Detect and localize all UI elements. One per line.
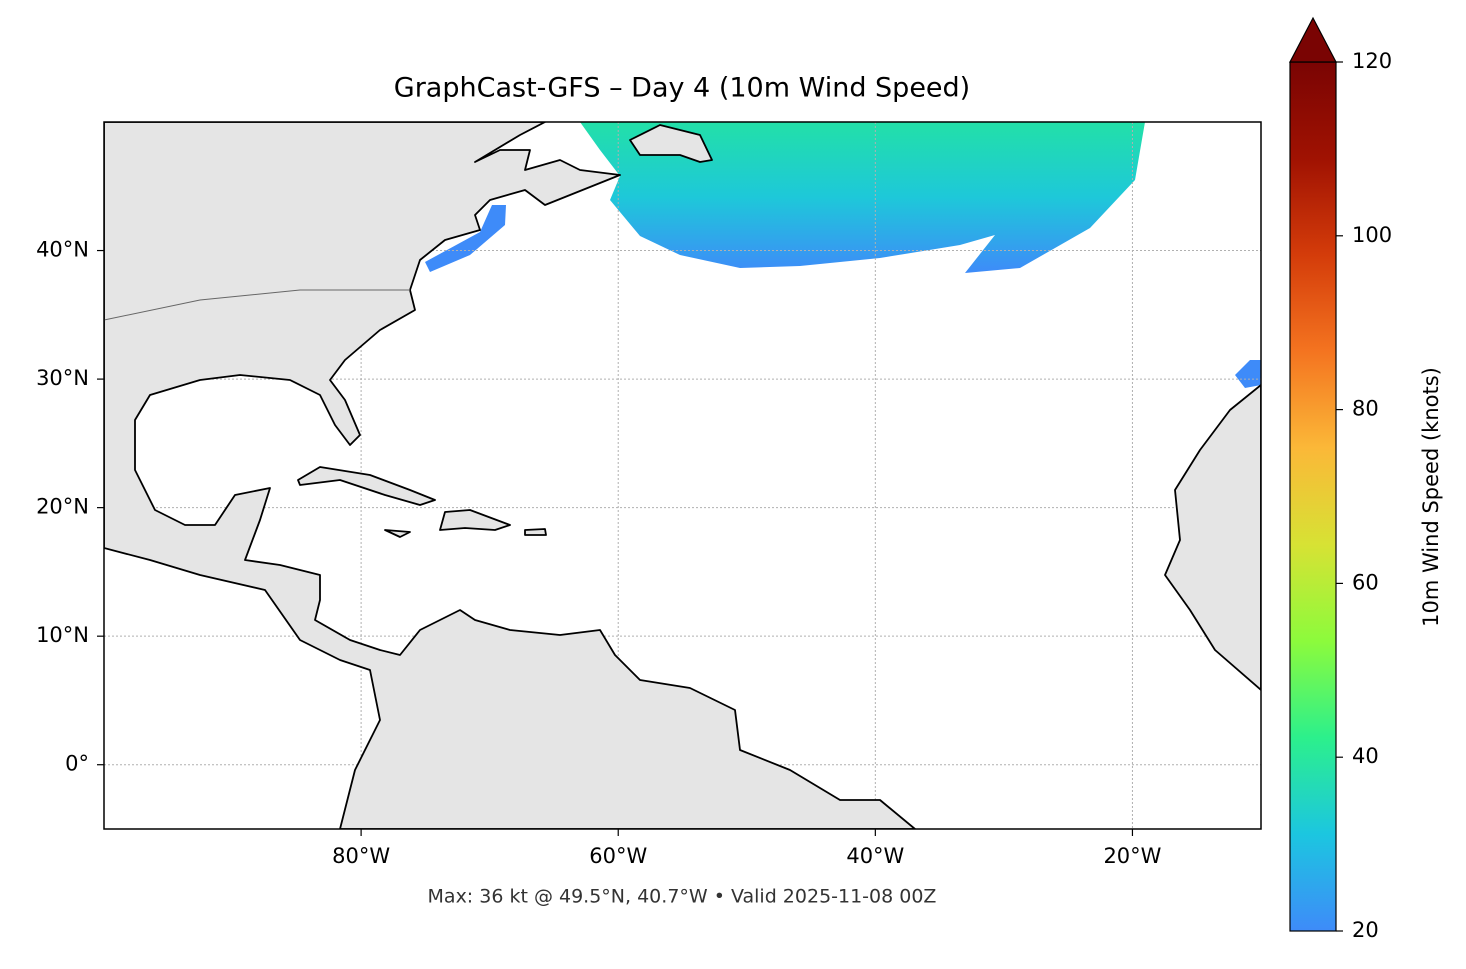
x-tick-label: 20°W <box>1103 844 1161 868</box>
colorbar-tick-label: 60 <box>1352 570 1379 594</box>
x-tick-label: 40°W <box>846 844 904 868</box>
chart-title: GraphCast-GFS – Day 4 (10m Wind Speed) <box>394 73 970 104</box>
x-tick-label: 80°W <box>332 844 390 868</box>
colorbar-extend <box>1289 16 1337 63</box>
colorbar-label: 10m Wind Speed (knots) <box>1419 367 1443 627</box>
colorbar-tick-label: 120 <box>1352 49 1392 73</box>
wind-field <box>580 122 1145 273</box>
y-tick-label: 30°N <box>36 366 89 390</box>
colorbar-tick-label: 100 <box>1352 223 1392 247</box>
land <box>1164 384 1261 691</box>
y-tick-label: 20°N <box>36 495 89 519</box>
wind-field <box>1235 360 1261 388</box>
colorbar-tick-label: 40 <box>1352 744 1379 768</box>
y-tick-label: 0° <box>65 752 89 776</box>
colorbar <box>1289 61 1337 932</box>
land <box>629 124 713 163</box>
land <box>297 466 436 506</box>
land <box>524 528 547 536</box>
footer: Max: 36 kt @ 49.5°N, 40.7°W • Valid 2025… <box>428 886 937 908</box>
colorbar-tick-label: 80 <box>1352 397 1379 421</box>
wind-field <box>425 205 506 272</box>
y-tick-label: 10°N <box>36 623 89 647</box>
colorbar-tick-label: 20 <box>1352 918 1379 942</box>
map <box>104 122 1261 829</box>
border <box>104 289 410 321</box>
land <box>439 509 511 531</box>
map-frame <box>103 121 1262 830</box>
y-tick-label: 40°N <box>36 238 89 262</box>
land <box>384 529 411 538</box>
land <box>104 122 916 829</box>
x-tick-label: 60°W <box>589 844 647 868</box>
